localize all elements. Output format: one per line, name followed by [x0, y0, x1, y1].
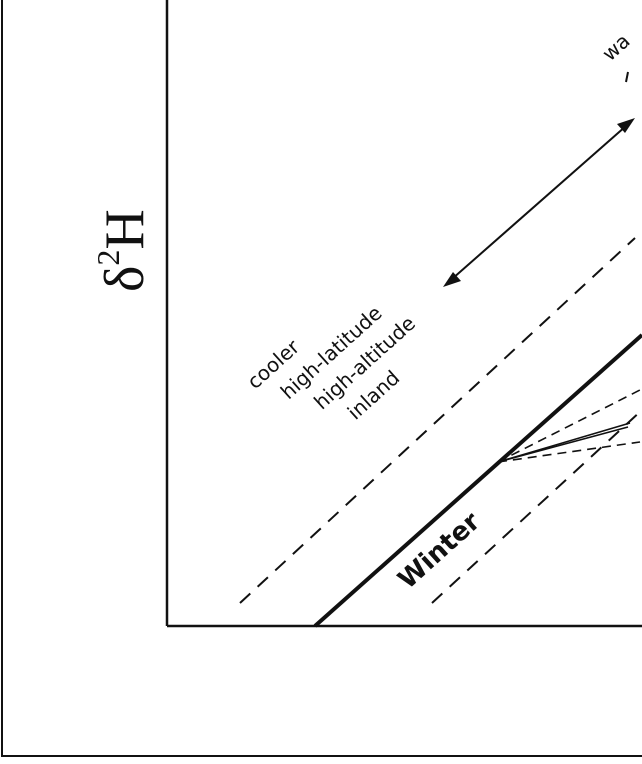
label-winter: Winter: [393, 507, 487, 596]
seasonal-fan-lines: [497, 389, 641, 463]
cooler-labels: cooler high-latitude high-altitude inlan…: [242, 301, 420, 425]
lower-dashed-line: [431, 409, 642, 604]
upper-dashed-line: [239, 237, 636, 604]
y-axis-label: δ2H: [90, 209, 156, 292]
fan-dashed-line-lower: [497, 441, 641, 463]
y-axis-label-superscript: 2: [90, 250, 126, 266]
y-axis-label-delta: δ: [94, 266, 156, 292]
meteoric-water-line: [313, 333, 642, 628]
arrowhead-upper: [617, 118, 635, 133]
fan-dashed-line-upper: [497, 389, 641, 463]
svg-text:δ2H: δ2H: [90, 209, 156, 292]
label-warmer-fragment-tick: [625, 71, 629, 83]
y-axis-label-element: H: [94, 209, 156, 249]
arrowhead-lower: [443, 272, 461, 287]
fan-solid-line-lower: [497, 426, 629, 463]
label-warmer-fragment: wa: [597, 29, 634, 66]
double-headed-arrow-icon: [443, 118, 635, 287]
